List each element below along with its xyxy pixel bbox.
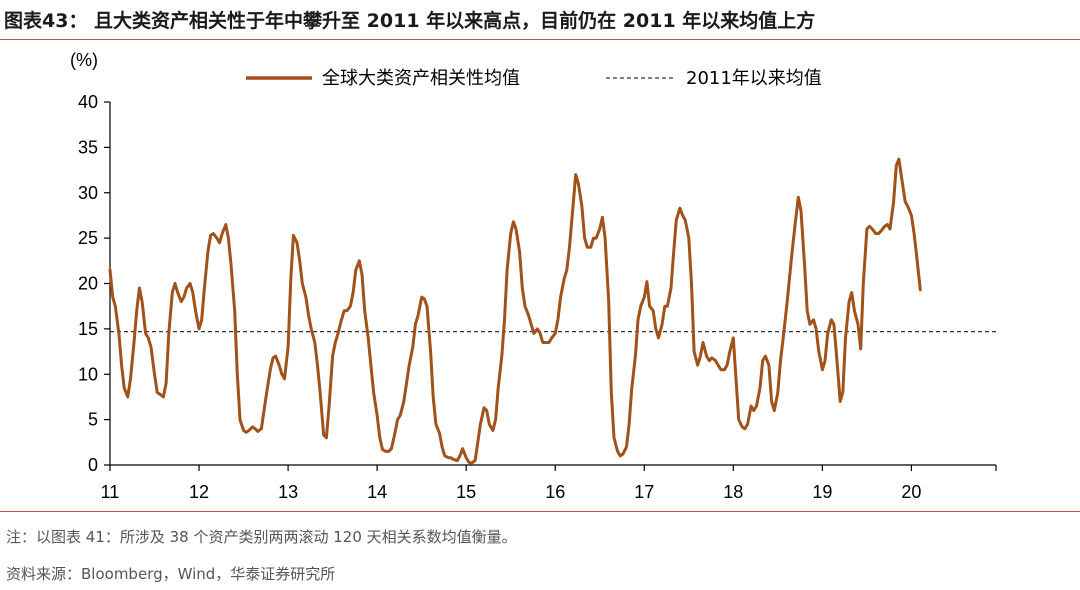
y-tick-label: 30: [78, 183, 98, 203]
y-tick-label: 10: [78, 364, 98, 384]
x-tick-label: 12: [189, 482, 209, 502]
x-axis: 11 12 13 14 15 16 17 18 19 20: [101, 465, 997, 502]
y-axis: 0 5 10 15 20 25 30 35 40: [78, 92, 110, 475]
y-tick-label: 15: [78, 319, 98, 339]
x-tick-label: 14: [367, 482, 387, 502]
chart-note: 注：以图表 41：所涉及 38 个资产类别两两滚动 120 天相关系数均值衡量。: [6, 528, 517, 546]
y-tick-label: 40: [78, 92, 98, 112]
x-tick-label: 19: [812, 482, 832, 502]
y-tick-label: 5: [88, 410, 98, 430]
title-divider: [0, 39, 1080, 40]
x-tick-label: 16: [545, 482, 565, 502]
x-tick-label: 11: [101, 482, 120, 502]
chart-canvas: (%) 全球大类资产相关性均值 2011年以来均值 0 5 10 15 20 25 30 35…: [70, 50, 997, 502]
y-tick-label: 35: [78, 137, 98, 157]
legend-mean-label: 2011年以来均值: [686, 68, 822, 89]
y-axis-unit-label: (%): [70, 50, 98, 70]
x-tick-label: 17: [634, 482, 654, 502]
legend-series-label: 全球大类资产相关性均值: [322, 68, 520, 89]
y-tick-label: 0: [88, 455, 98, 475]
x-tick-label: 15: [456, 482, 476, 502]
footer-divider: [0, 511, 1080, 512]
x-tick-label: 18: [723, 482, 743, 502]
x-tick-label: 20: [901, 482, 921, 502]
series-line-correlation: [108, 157, 922, 465]
chart-source: 资料来源：Bloomberg，Wind，华泰证券研究所: [6, 565, 336, 583]
y-tick-label: 20: [78, 274, 98, 294]
y-tick-label: 25: [78, 228, 98, 248]
x-tick-label: 13: [278, 482, 298, 502]
chart-title: 图表43： 且大类资产相关性于年中攀升至 2011 年以来高点，目前仍在 201…: [4, 10, 816, 32]
legend: 全球大类资产相关性均值 2011年以来均值: [246, 68, 822, 89]
